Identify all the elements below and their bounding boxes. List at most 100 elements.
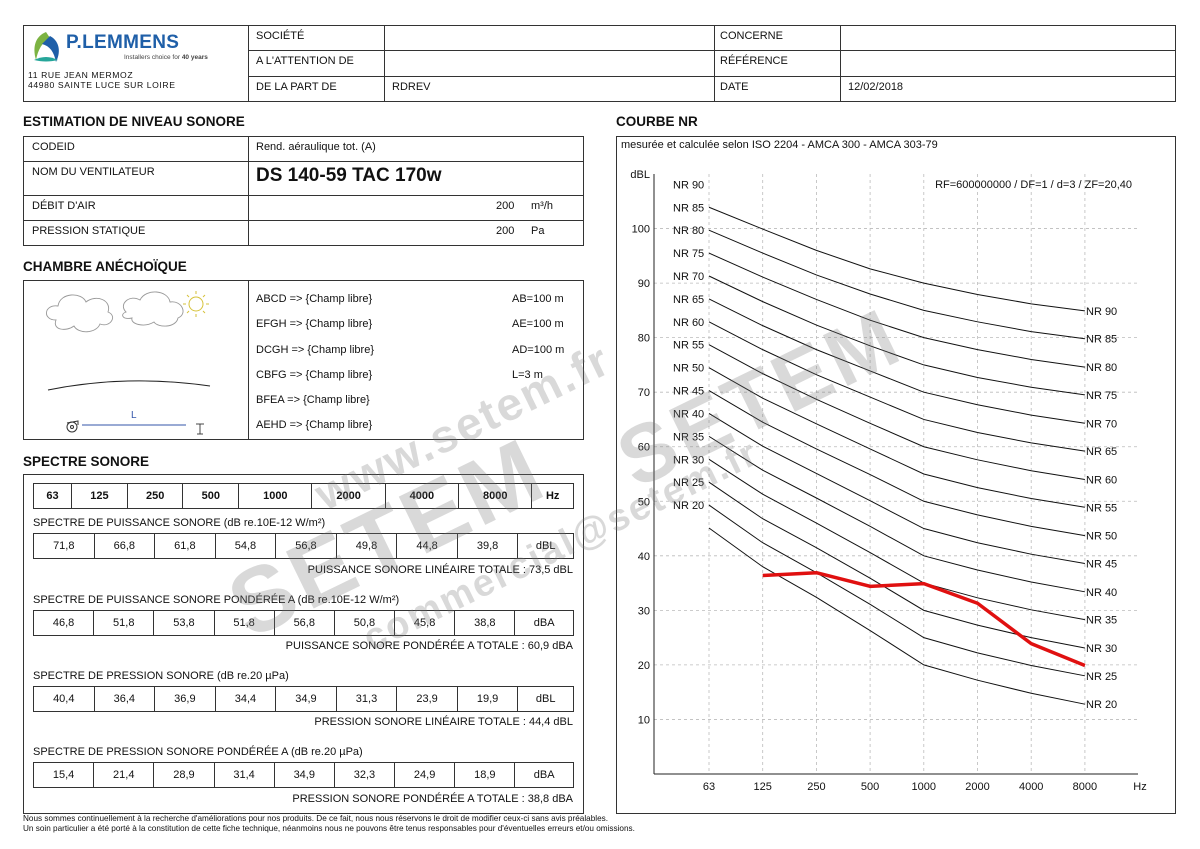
nr-chart: 10 20 30 40 50 60 70 80 90 100 dBL 63 125 250 500 1000 2… — [630, 169, 1146, 793]
nr-curve-line — [708, 321, 1085, 452]
spectrum-box — [23, 474, 584, 814]
nr-curve-label-left: NR 90 — [673, 179, 704, 191]
y-tick-label: 70 — [638, 387, 650, 399]
value-cell: 18,9 — [454, 762, 516, 788]
spectrum-section-total: PUISSANCE SONORE LINÉAIRE TOTALE : 73,5 … — [307, 564, 573, 576]
chamber-divider — [248, 280, 249, 440]
value-cell: 61,8 — [154, 533, 216, 559]
chamber-row-left: CBFG => {Champ libre} — [256, 369, 373, 381]
y-tick-label: 40 — [638, 551, 650, 563]
header-row-line — [248, 50, 1176, 51]
nr-curve-label-left: NR 75 — [673, 248, 704, 260]
spectrum-section-label: SPECTRE DE PUISSANCE SONORE (dB re.10E-1… — [33, 517, 326, 529]
chamber-row-right: AE=100 m — [512, 318, 564, 330]
value-cell: 39,8 — [456, 533, 519, 559]
nr-curve-label-left: NR 30 — [673, 454, 704, 466]
airflow-value: 200 — [496, 200, 515, 212]
pressure-value: 200 — [496, 225, 515, 237]
partde-value: RDREV — [392, 81, 431, 93]
header-row-line — [248, 76, 1176, 77]
measured-spectrum-line — [762, 570, 1086, 668]
value-cell: dBA — [514, 762, 574, 788]
chamber-diagram: L — [46, 291, 211, 435]
estimation-row-line — [23, 220, 584, 221]
header-divider — [248, 25, 249, 102]
x-tick-label: 500 — [861, 781, 879, 793]
nr-curve-label-left: NR 60 — [673, 317, 704, 329]
freq-cell: 4000 — [384, 483, 460, 509]
chamber-row-left: DCGH => {Champ libre} — [256, 344, 374, 356]
nr-curve-label-right: NR 65 — [1086, 446, 1117, 458]
cloud-icon — [46, 291, 184, 333]
value-cell: 45,8 — [394, 610, 456, 636]
codeid-value: Rend. aéraulique tot. (A) — [256, 141, 376, 153]
value-cell: 19,9 — [456, 686, 519, 712]
nr-curve-label-left: NR 70 — [673, 271, 704, 283]
y-axis-label: dBL — [630, 169, 650, 181]
chamber-row-left: BFEA => {Champ libre} — [256, 394, 370, 406]
pressure-unit: Pa — [531, 225, 545, 237]
value-cell: 51,8 — [213, 610, 275, 636]
airflow-label: DÉBIT D'AIR — [32, 200, 96, 212]
nr-curve-line — [708, 206, 1085, 312]
attention-label: A L'ATTENTION DE — [256, 55, 354, 67]
nr-curve-label-right: NR 50 — [1086, 531, 1117, 543]
value-cell: 38,8 — [454, 610, 516, 636]
nr-curve-label-left: NR 35 — [673, 431, 704, 443]
spectrum-section-label: SPECTRE DE PUISSANCE SONORE PONDÉRÉE A (… — [33, 594, 400, 606]
value-cell: 56,8 — [273, 610, 335, 636]
nr-curve-label-left: NR 80 — [673, 225, 704, 237]
frequency-header-table: 63 125 250 500 1000 2000 4000 8000 Hz — [32, 483, 574, 509]
nr-curve-label-left: NR 85 — [673, 202, 704, 214]
nr-curve-line — [708, 252, 1085, 368]
value-cell: 32,3 — [333, 762, 396, 788]
microphone-icon — [196, 423, 204, 435]
spectrum-values-table: 46,8 51,8 53,8 51,8 56,8 50,8 45,8 38,8 … — [32, 610, 574, 636]
spectrum-values-table: 40,4 36,4 36,9 34,4 34,9 31,3 23,9 19,9 … — [33, 686, 574, 712]
nr-curve-label-right: NR 75 — [1086, 390, 1117, 402]
nr-curve-box — [616, 136, 1176, 814]
estimation-row-line — [23, 195, 584, 196]
date-label: DATE — [720, 81, 749, 93]
x-tick-label: 4000 — [1019, 781, 1043, 793]
value-cell: 51,8 — [93, 610, 155, 636]
nr-curve-line — [708, 275, 1085, 396]
estimation-divider — [248, 136, 249, 246]
y-tick-label: 30 — [638, 605, 650, 617]
value-cell: 36,4 — [93, 686, 156, 712]
sun-icon — [183, 291, 209, 317]
nr-curve-label-right: NR 85 — [1086, 334, 1117, 346]
nr-curve-line — [708, 527, 1085, 705]
chart-annotation: RF=600000000 / DF=1 / d=3 / ZF=20,40 — [935, 179, 1132, 191]
pressure-label: PRESSION STATIQUE — [32, 225, 146, 237]
y-tick-label: 60 — [638, 442, 650, 454]
y-tick-label: 100 — [632, 224, 650, 236]
freq-cell: 2000 — [311, 483, 386, 509]
freq-cell: 250 — [126, 483, 184, 509]
nr-curve-label-right: NR 80 — [1086, 362, 1117, 374]
nr-curve-label-left: NR 55 — [673, 340, 704, 352]
value-cell: 50,8 — [333, 610, 396, 636]
freq-cell: Hz — [531, 483, 574, 509]
nr-curve-label-left: NR 45 — [673, 386, 704, 398]
spectrum-section-total: PRESSION SONORE LINÉAIRE TOTALE : 44,4 d… — [314, 716, 573, 728]
nr-curve-label-right: NR 20 — [1086, 699, 1117, 711]
value-cell: dBA — [514, 610, 574, 636]
chamber-box — [23, 280, 584, 440]
nr-curve-label-right: NR 60 — [1086, 474, 1117, 486]
header-frame — [23, 25, 1176, 102]
nr-curve-line — [708, 229, 1085, 340]
codeid-label: CODEID — [32, 141, 75, 153]
header-divider — [384, 25, 385, 102]
value-cell: 34,9 — [275, 686, 337, 712]
y-tick-label: 20 — [638, 660, 650, 672]
nr-curve-label-right: NR 90 — [1086, 306, 1117, 318]
footer-disclaimer-1: Nous sommes continuellement à la recherc… — [23, 814, 608, 823]
value-cell: 53,8 — [153, 610, 215, 636]
nr-curve-line — [708, 390, 1085, 537]
x-tick-label: 2000 — [965, 781, 989, 793]
spectrum-values-table: 15,4 21,4 28,9 31,4 34,9 32,3 24,9 18,9 … — [32, 762, 574, 788]
chamber-row-left: ABCD => {Champ libre} — [256, 293, 373, 305]
x-tick-label: 1000 — [912, 781, 936, 793]
value-cell: 54,8 — [214, 533, 277, 559]
